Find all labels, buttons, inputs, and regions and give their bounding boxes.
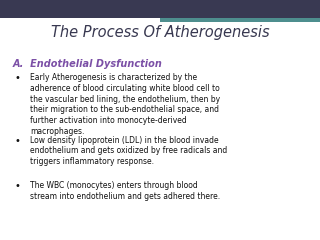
- Text: The Process Of Atherogenesis: The Process Of Atherogenesis: [51, 25, 269, 40]
- Text: Low density lipoprotein (LDL) in the blood invade
endothelium and gets oxidized : Low density lipoprotein (LDL) in the blo…: [30, 136, 228, 166]
- Text: The WBC (monocytes) enters through blood
stream into endothelium and gets adhere: The WBC (monocytes) enters through blood…: [30, 181, 220, 201]
- Text: A.  Endothelial Dysfunction: A. Endothelial Dysfunction: [13, 59, 163, 69]
- Bar: [0, 0, 320, 18]
- Text: Early Atherogenesis is characterized by the
adherence of blood circulating white: Early Atherogenesis is characterized by …: [30, 73, 220, 136]
- Text: •: •: [15, 181, 20, 191]
- Bar: [160, 18, 320, 22]
- Text: •: •: [15, 136, 20, 146]
- Text: •: •: [15, 73, 20, 83]
